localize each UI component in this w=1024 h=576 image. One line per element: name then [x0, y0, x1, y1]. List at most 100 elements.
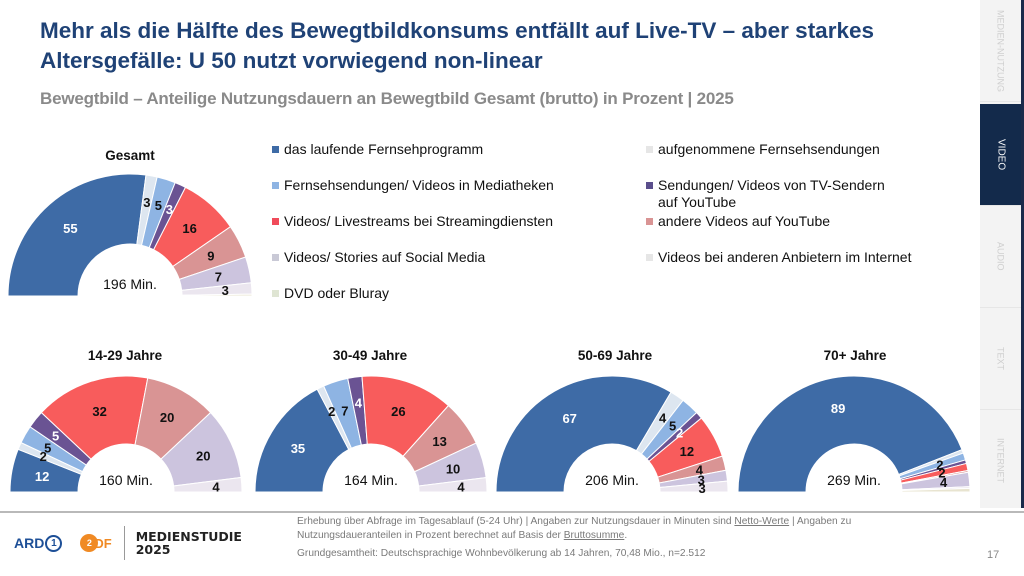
- legend-item: andere Videos auf YouTube: [646, 213, 830, 230]
- segment-value-label: 4: [696, 463, 704, 478]
- footnote-text: .: [624, 530, 628, 541]
- ard-logo: ARD 1: [14, 534, 63, 552]
- segment-value-label: 3: [698, 481, 705, 496]
- legend-label: Fernsehsendungen/ Videos in Mediatheken: [284, 177, 554, 193]
- segment-value-label: 2: [938, 466, 945, 481]
- footnote-text: | Angaben zu Nutzungsdaueranteilen in Pr…: [297, 516, 852, 541]
- legend-item: aufgenommene Fernsehsendungen: [646, 141, 880, 158]
- chart-title: 14-29 Jahre: [87, 348, 163, 363]
- side-tab-mediennutzung[interactable]: MEDIEN-NUTZUNG: [980, 0, 1021, 102]
- segment-value-label: 2: [328, 404, 335, 419]
- legend-label: das laufende Fernsehprogramm: [284, 141, 484, 157]
- side-tab-audio[interactable]: AUDIO: [980, 206, 1021, 308]
- total-minutes-label: 206 Min.: [585, 472, 639, 488]
- segment-value-label: 2: [936, 457, 943, 472]
- footnote: Erhebung über Abfrage im Tagesablauf (5-…: [297, 515, 947, 561]
- side-tab-label: AUDIO: [995, 242, 1006, 271]
- donut-segment: [173, 476, 243, 493]
- legend-label: aufgenommene Fernsehsendungen: [658, 141, 880, 157]
- segment-value-label: 9: [207, 248, 214, 263]
- legend-swatch-icon: [272, 218, 279, 225]
- legend-swatch-icon: [272, 254, 279, 261]
- logo-separator: [123, 526, 125, 560]
- side-tab-label: TEXT: [995, 346, 1006, 370]
- segment-value-label: 4: [659, 410, 667, 425]
- segment-value-label: 32: [92, 404, 106, 419]
- medienstudie-name: MEDIENSTUDIE: [135, 529, 242, 544]
- donut-segment: [495, 375, 672, 493]
- legend-label: Videos bei anderen Anbietern im Internet: [658, 249, 912, 265]
- segment-value-label: 55: [63, 221, 77, 236]
- legend-label: Videos/ Stories auf Social Media: [284, 249, 486, 265]
- segment-value-label: 12: [680, 444, 694, 459]
- footer-logos: ARD 1 2 DF MEDIENSTUDIE 2025: [14, 526, 242, 560]
- segment-value-label: 2: [676, 425, 683, 440]
- total-minutes-label: 164 Min.: [344, 472, 398, 488]
- segment-value-label: 4: [940, 475, 948, 490]
- donut-segment: [7, 173, 147, 297]
- legend-swatch-icon: [646, 218, 653, 225]
- segment-value-label: 7: [215, 270, 222, 285]
- segment-value-label: 13: [432, 434, 446, 449]
- medienstudie-logo: MEDIENSTUDIE 2025: [136, 530, 242, 556]
- chart-title: 50-69 Jahre: [577, 348, 653, 363]
- page-subtitle: Bewegtbild – Anteilige Nutzungsdauern an…: [40, 89, 734, 108]
- segment-value-label: 3: [143, 195, 150, 210]
- page-number: 17: [987, 549, 1000, 561]
- segment-value-label: 67: [562, 411, 576, 426]
- chart-50-69: 50-69 Jahre 67 4 5 2 12 4 3 3 206 Min.: [490, 348, 740, 498]
- legend-swatch-icon: [272, 182, 279, 189]
- legend-swatch-icon: [272, 290, 279, 297]
- donut-segment: [181, 293, 253, 297]
- segment-value-label: 12: [35, 469, 49, 484]
- chart-14-29: 14-29 Jahre 12 2 5 5 32 20 20 4 160 Min.: [0, 348, 250, 498]
- segment-value-label: 20: [160, 410, 174, 425]
- legend-label: Sendungen/ Videos von TV-Sendern auf You…: [658, 177, 885, 210]
- chart-title: Gesamt: [105, 148, 155, 163]
- segment-value-label: 7: [341, 404, 348, 419]
- side-tab-internet[interactable]: INTERNET: [980, 410, 1021, 512]
- segment-value-label: 5: [44, 440, 51, 455]
- footnote-brutto-link[interactable]: Bruttosumme: [563, 530, 625, 541]
- chart-title: 30-49 Jahre: [332, 348, 408, 363]
- page-title: Mehr als die Hälfte des Bewegtbildkonsum…: [40, 18, 874, 73]
- side-tab-video[interactable]: VIDEO: [980, 104, 1021, 206]
- legend-item: das laufende Fernsehprogramm: [272, 141, 483, 158]
- segment-value-label: 5: [155, 198, 162, 213]
- side-tab-text[interactable]: TEXT: [980, 308, 1021, 410]
- legend-label: Videos/ Livestreams bei Streamingdienste…: [284, 213, 554, 229]
- chart-legend: das laufende Fernsehprogramm aufgenommen…: [272, 141, 972, 311]
- segment-value-label: 3: [698, 472, 705, 487]
- legend-item: Videos/ Livestreams bei Streamingdienste…: [272, 213, 553, 230]
- chart-70-plus: 70+ Jahre 89 2 2 4 269 Min.: [730, 348, 980, 498]
- segment-value-label: 5: [669, 418, 676, 433]
- segment-value-label: 10: [446, 461, 460, 476]
- segment-value-label: 2: [40, 449, 47, 464]
- legend-item: Fernsehsendungen/ Videos in Mediatheken: [272, 177, 554, 194]
- ard-one-icon: 1: [45, 534, 63, 552]
- legend-label: DVD oder Bluray: [284, 285, 390, 301]
- side-tab-label: VIDEO: [995, 138, 1007, 171]
- footnote-methodology: Erhebung über Abfrage im Tagesablauf (5-…: [297, 515, 947, 543]
- legend-item: Videos bei anderen Anbietern im Internet: [646, 249, 911, 266]
- segment-value-label: 16: [182, 221, 196, 236]
- footer-divider: [0, 511, 1024, 513]
- segment-value-label: 35: [291, 441, 305, 456]
- legend-swatch-icon: [646, 254, 653, 261]
- donut-segment: [737, 375, 963, 493]
- zdf-circle-icon: 2: [80, 534, 99, 552]
- segment-value-label: 4: [457, 479, 465, 494]
- chart-title: 70+ Jahre: [823, 348, 887, 363]
- legend-swatch-icon: [272, 146, 279, 153]
- zdf-logo-text: DF: [94, 535, 112, 551]
- segment-value-label: 5: [52, 429, 59, 444]
- total-minutes-label: 196 Min.: [103, 276, 157, 292]
- legend-item: Videos/ Stories auf Social Media: [272, 249, 485, 266]
- legend-item: DVD oder Bluray: [272, 285, 389, 302]
- segment-value-label: 3: [222, 283, 229, 298]
- footnote-netto-link[interactable]: Netto-Werte: [734, 516, 790, 527]
